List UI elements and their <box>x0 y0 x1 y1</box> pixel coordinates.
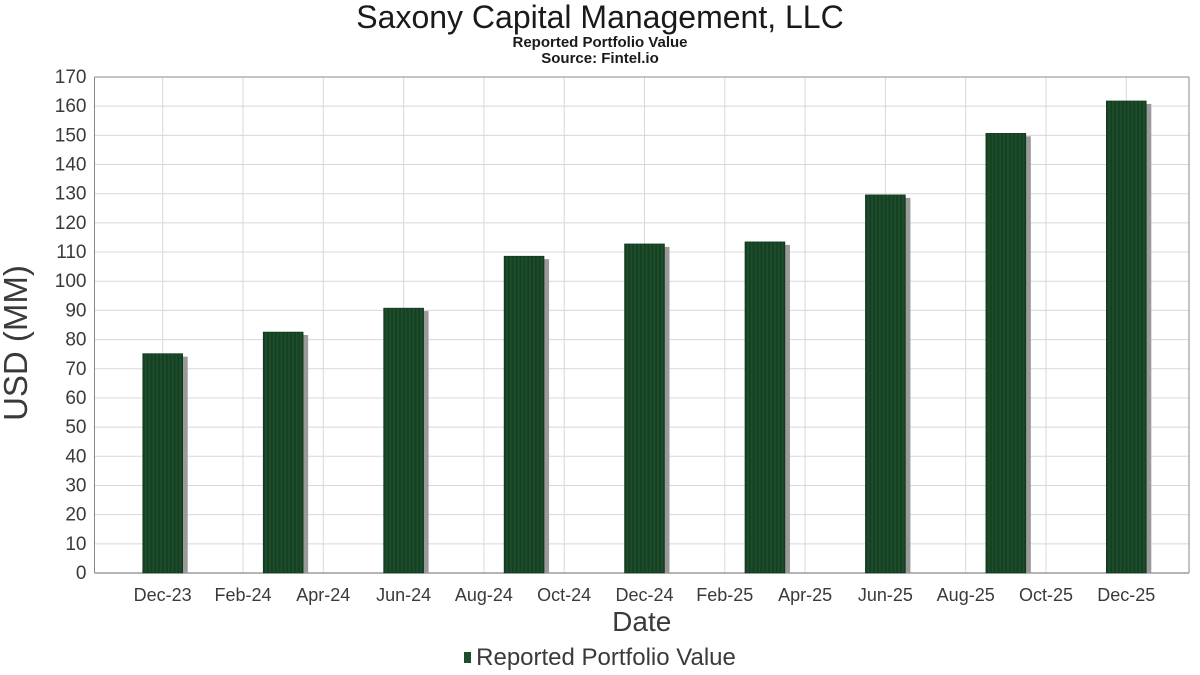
svg-text:130: 130 <box>55 184 87 205</box>
svg-text:90: 90 <box>65 300 86 321</box>
svg-text:150: 150 <box>55 125 87 146</box>
svg-text:40: 40 <box>65 446 86 467</box>
svg-text:Aug-24: Aug-24 <box>455 585 513 605</box>
svg-text:100: 100 <box>55 271 87 292</box>
svg-text:50: 50 <box>65 417 86 438</box>
svg-text:170: 170 <box>55 67 87 88</box>
svg-text:110: 110 <box>56 242 86 263</box>
svg-text:USD (MM): USD (MM) <box>0 265 34 421</box>
svg-text:Jun-25: Jun-25 <box>858 585 913 605</box>
svg-text:20: 20 <box>65 505 86 526</box>
svg-text:Aug-25: Aug-25 <box>937 585 995 605</box>
svg-text:30: 30 <box>65 475 86 496</box>
svg-text:Apr-24: Apr-24 <box>296 585 350 605</box>
svg-text:160: 160 <box>55 96 87 117</box>
svg-text:0: 0 <box>76 563 87 584</box>
svg-text:70: 70 <box>65 359 86 380</box>
svg-text:80: 80 <box>65 330 86 351</box>
svg-text:10: 10 <box>65 534 86 555</box>
svg-text:Oct-24: Oct-24 <box>537 585 591 605</box>
svg-text:Dec-25: Dec-25 <box>1097 585 1155 605</box>
svg-text:Feb-25: Feb-25 <box>696 585 753 605</box>
svg-text:Date: Date <box>612 606 671 637</box>
svg-text:120: 120 <box>55 213 87 234</box>
svg-text:140: 140 <box>55 155 87 176</box>
svg-text:Jun-24: Jun-24 <box>376 585 431 605</box>
svg-text:60: 60 <box>65 388 86 409</box>
svg-text:Dec-23: Dec-23 <box>134 585 192 605</box>
svg-text:Oct-25: Oct-25 <box>1019 585 1073 605</box>
svg-text:Dec-24: Dec-24 <box>615 585 673 605</box>
svg-text:Apr-25: Apr-25 <box>778 585 832 605</box>
svg-text:Feb-24: Feb-24 <box>214 585 271 605</box>
